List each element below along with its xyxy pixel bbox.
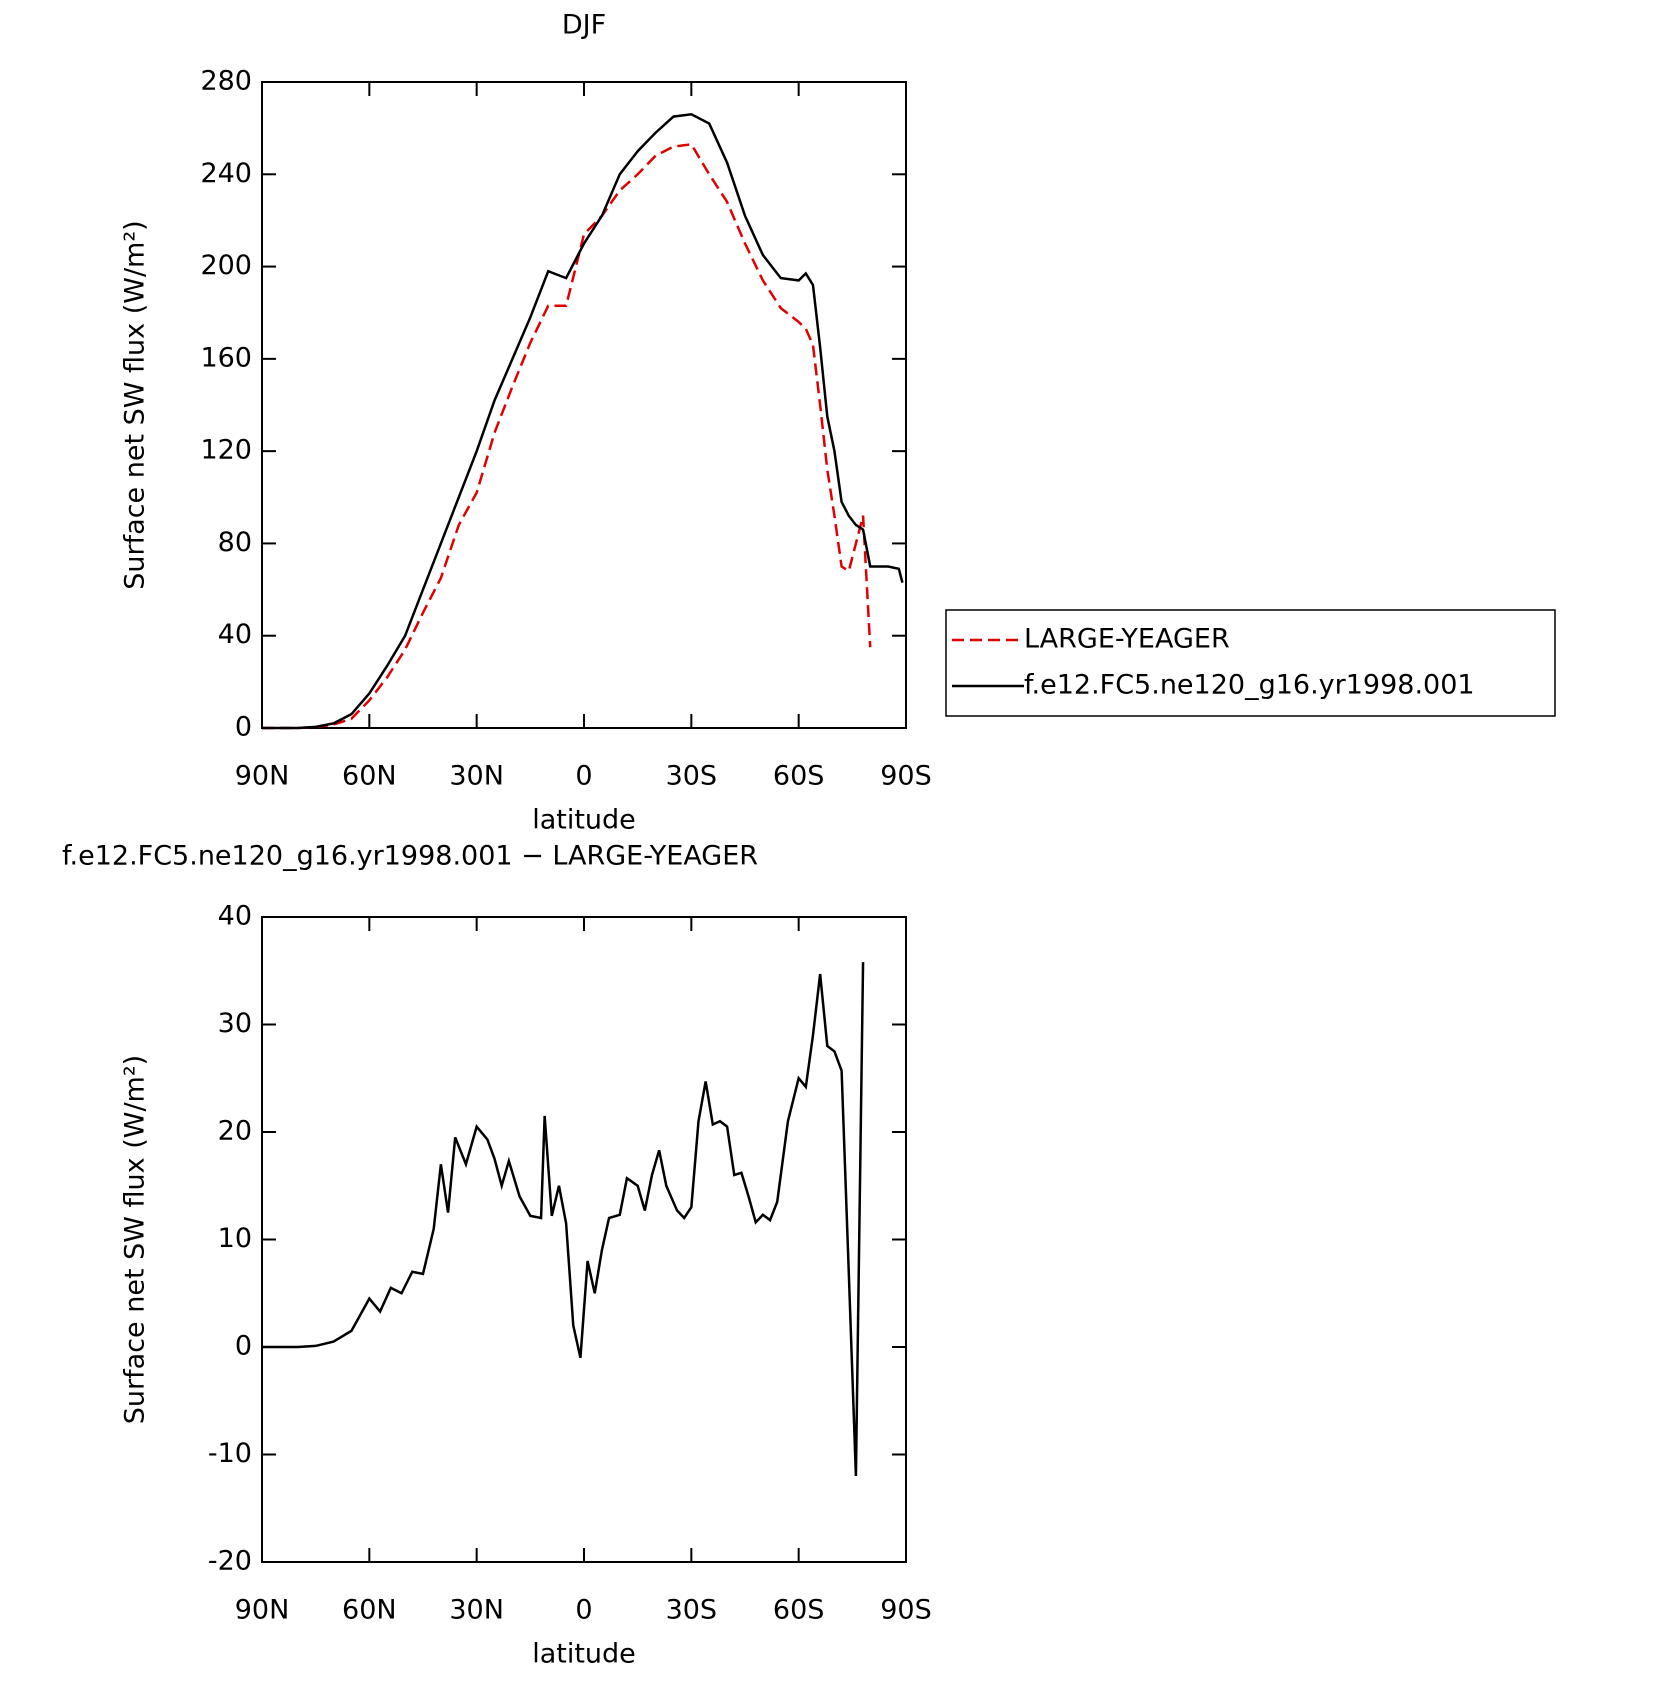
chart-title: DJF bbox=[562, 10, 606, 41]
chart-title: f.e12.FC5.ne120_g16.yr1998.001 − LARGE-Y… bbox=[62, 841, 758, 872]
x-axis-label: latitude bbox=[532, 805, 636, 836]
plot-frame bbox=[261, 916, 907, 1563]
y-axis-label: Surface net SW flux (W/m²) bbox=[120, 220, 151, 589]
x-tick-label: 60N bbox=[342, 761, 397, 792]
y-tick-label: 280 bbox=[200, 66, 252, 97]
x-tick-label: 90N bbox=[235, 761, 290, 792]
y-tick-label: 160 bbox=[200, 342, 252, 373]
y-tick-label: 40 bbox=[218, 901, 252, 932]
x-tick-label: 60S bbox=[773, 761, 825, 792]
x-tick-label: 0 bbox=[575, 761, 592, 792]
y-tick-label: -10 bbox=[208, 1438, 252, 1469]
y-tick-label: 40 bbox=[218, 619, 252, 650]
y-tick-label: 240 bbox=[200, 158, 252, 189]
x-tick-label: 90S bbox=[880, 761, 932, 792]
series-line bbox=[262, 113, 904, 730]
y-tick-label: 80 bbox=[218, 527, 252, 558]
y-axis-label: Surface net SW flux (W/m²) bbox=[120, 1055, 151, 1424]
x-tick-label: 30S bbox=[666, 761, 718, 792]
x-tick-label: 30N bbox=[449, 761, 504, 792]
y-tick-label: 0 bbox=[235, 712, 252, 743]
y-tick-label: -20 bbox=[208, 1546, 252, 1577]
x-tick-label: 30S bbox=[666, 1595, 718, 1626]
y-tick-label: 120 bbox=[200, 435, 252, 466]
y-tick-label: 20 bbox=[218, 1116, 252, 1147]
y-tick-label: 30 bbox=[218, 1008, 252, 1039]
x-tick-label: 90S bbox=[880, 1595, 932, 1626]
series-line bbox=[262, 962, 865, 1477]
x-tick-label: 90N bbox=[235, 1595, 290, 1626]
x-tick-label: 60N bbox=[342, 1595, 397, 1626]
y-tick-label: 0 bbox=[235, 1331, 252, 1362]
x-tick-label: 0 bbox=[575, 1595, 592, 1626]
plot-frame bbox=[261, 81, 907, 729]
x-axis-label: latitude bbox=[532, 1639, 636, 1670]
legend-box bbox=[945, 609, 1556, 717]
x-tick-label: 30N bbox=[449, 1595, 504, 1626]
x-tick-label: 60S bbox=[773, 1595, 825, 1626]
legend-label: f.e12.FC5.ne120_g16.yr1998.001 bbox=[1024, 670, 1475, 701]
y-tick-label: 200 bbox=[200, 250, 252, 281]
legend-label: LARGE-YEAGER bbox=[1024, 624, 1230, 655]
series-line bbox=[262, 142, 872, 730]
y-tick-label: 10 bbox=[218, 1223, 252, 1254]
